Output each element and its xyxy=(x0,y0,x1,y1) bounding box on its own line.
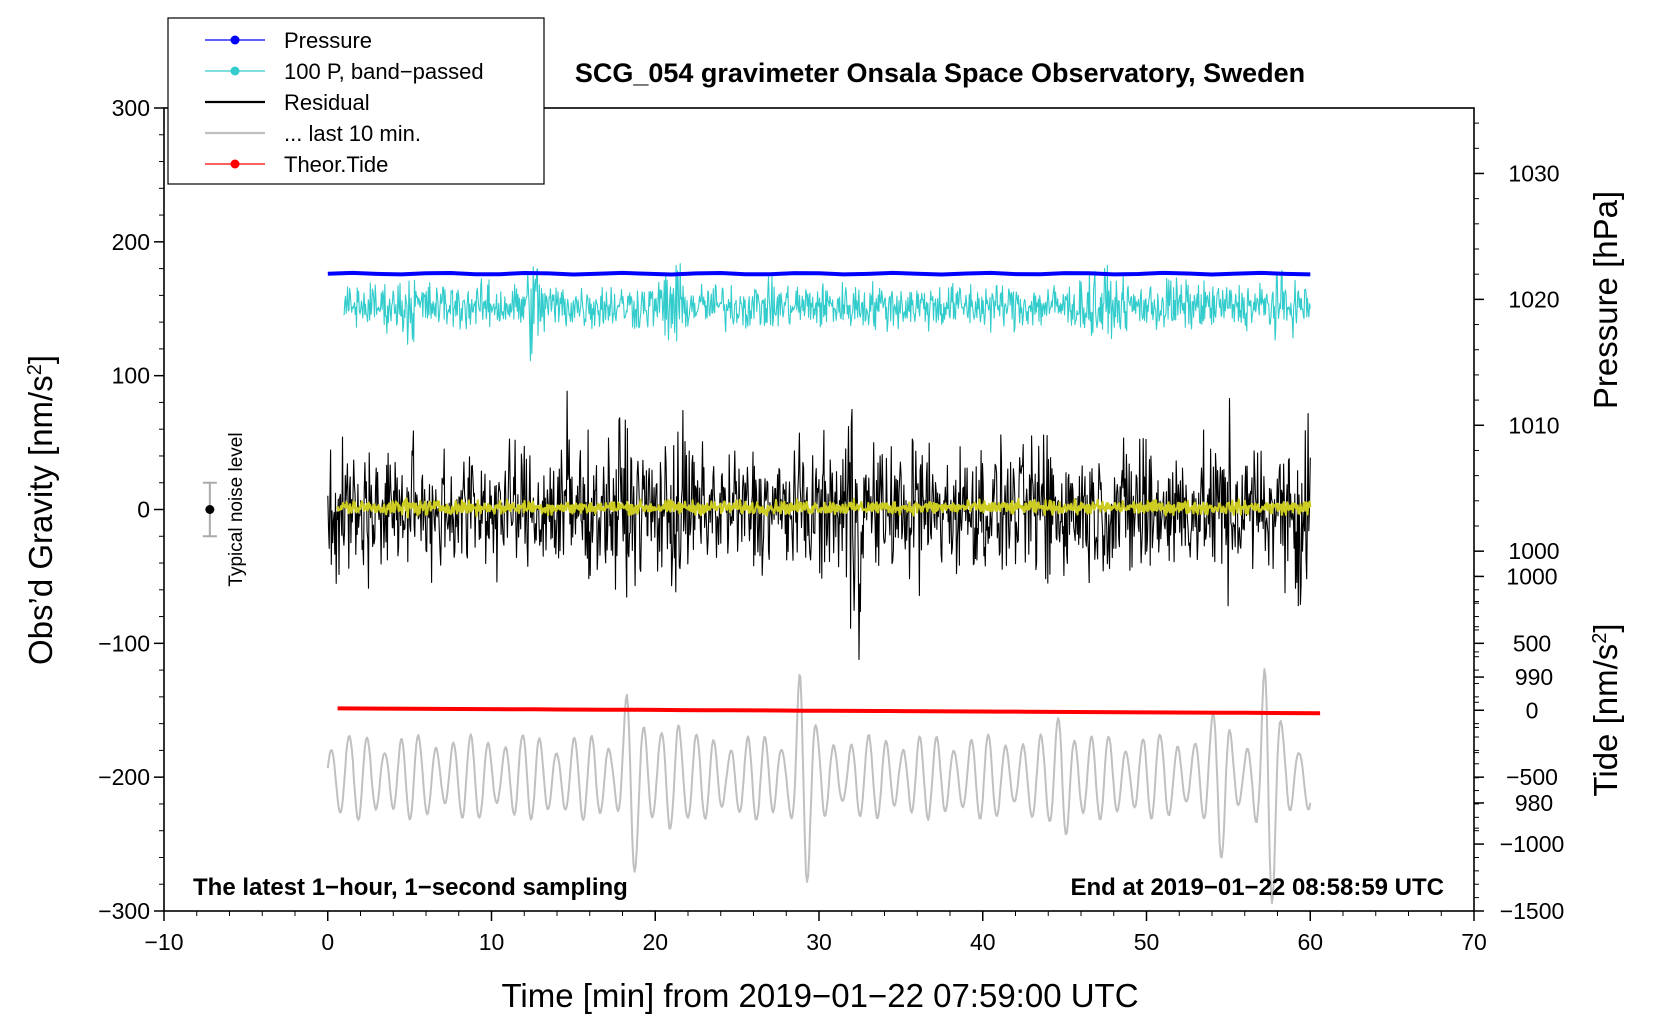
tide-tick-label: 0 xyxy=(1526,697,1539,723)
tide-axis-title: Tide [nm/s2] xyxy=(1587,623,1624,796)
y-tick-label: 200 xyxy=(112,229,150,255)
noise-bar-center xyxy=(205,505,215,514)
y-axis-title-main: Obs’d Gravity [nm/s xyxy=(22,375,59,665)
legend-label-pressure: Pressure xyxy=(284,28,372,53)
y-axis-title: Obs’d Gravity [nm/s2] xyxy=(22,355,59,665)
series-line-pressure xyxy=(327,270,1311,277)
x-tick-label: 70 xyxy=(1461,929,1487,955)
tide-axis-title-sup: 2 xyxy=(1589,633,1611,644)
y-tick-label: 0 xyxy=(137,497,150,523)
legend-label-theor-tide: Theor.Tide xyxy=(284,152,388,177)
pressure-tick-label: 990 xyxy=(1515,664,1553,690)
series-line-last-10-min xyxy=(326,668,1312,904)
x-tick-label: 0 xyxy=(321,929,334,955)
pressure-axis-title: Pressure [hPa] xyxy=(1587,191,1624,409)
tide-axis-title-main: Tide [nm/s xyxy=(1587,644,1624,797)
legend-items: Pressure 100 P, band−passed Residual ... la… xyxy=(205,28,484,177)
x-tick-label: 60 xyxy=(1297,929,1323,955)
pressure-tick-label: 1000 xyxy=(1508,538,1559,564)
tide-axis-title-end: ] xyxy=(1587,623,1624,632)
tide-tick-label: 1000 xyxy=(1506,563,1557,589)
legend-label-residual: Residual xyxy=(284,90,370,115)
legend-label-last-10-min: ... last 10 min. xyxy=(284,121,421,146)
right-note: End at 2019−01−22 08:58:59 UTC xyxy=(1070,874,1444,901)
series-line-theor-tide xyxy=(337,706,1321,716)
y-axis-title-sup: 2 xyxy=(24,364,46,375)
series-line-100-p-band-passed xyxy=(343,263,1311,362)
left-note: The latest 1−hour, 1−second sampling xyxy=(193,874,628,901)
legend-marker-theor-tide xyxy=(230,159,240,169)
y-axis-title-end: ] xyxy=(22,355,59,364)
series-line-residual xyxy=(327,390,1311,661)
x-tick-label: 10 xyxy=(479,929,505,955)
axes-group: −10 0 10 20 30 40 50 60 70−300−200−1000100200300… xyxy=(98,95,1564,955)
legend: Pressure 100 P, band−passed Residual ... la… xyxy=(167,17,545,185)
tide-tick-label: −1000 xyxy=(1500,831,1565,857)
y-tick-label: −200 xyxy=(98,764,150,790)
tide-tick-label: −1500 xyxy=(1500,898,1565,924)
x-tick-label: 40 xyxy=(970,929,996,955)
pressure-tick-label: 1020 xyxy=(1508,286,1559,312)
y-tick-label: 100 xyxy=(112,363,150,389)
legend-marker-100-p-band-passed xyxy=(230,66,240,76)
series-group xyxy=(326,263,1321,904)
y-tick-label: −300 xyxy=(98,898,150,924)
tide-tick-label: 500 xyxy=(1513,630,1551,656)
pressure-tick-label: 1010 xyxy=(1508,412,1559,438)
tide-tick-label: −500 xyxy=(1506,764,1558,790)
x-axis-title: Time [min] from 2019−01−22 07:59:00 UTC xyxy=(501,977,1138,1014)
x-tick-label: 50 xyxy=(1134,929,1160,955)
y-tick-label: 300 xyxy=(112,95,150,121)
noise-level-marker: Typical noise level xyxy=(202,432,247,587)
legend-label-100-p-band-passed: 100 P, band−passed xyxy=(284,59,484,84)
x-tick-label: −10 xyxy=(144,929,183,955)
legend-marker-pressure xyxy=(230,35,240,45)
x-tick-label: 30 xyxy=(806,929,832,955)
series-line-smoothed-residual xyxy=(336,497,1312,519)
chart-title: SCG_054 gravimeter Onsala Space Observat… xyxy=(575,58,1305,88)
pressure-tick-label: 1030 xyxy=(1508,160,1559,186)
noise-level-label: Typical noise level xyxy=(226,432,247,586)
x-tick-label: 20 xyxy=(642,929,668,955)
pressure-tick-label: 980 xyxy=(1515,790,1553,816)
y-tick-label: −100 xyxy=(98,630,150,656)
